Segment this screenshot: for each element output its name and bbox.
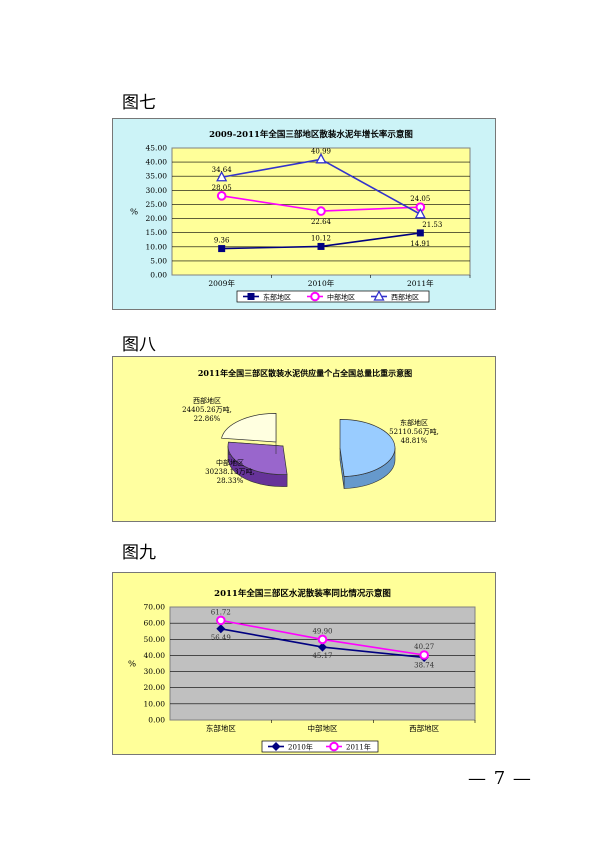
- fig9-point-0: [216, 624, 226, 634]
- fig9-point-0: [318, 642, 327, 652]
- fig7-point-0: [218, 245, 226, 253]
- fig7-y-tick: 10.00: [146, 242, 168, 251]
- fig7-point-1: [216, 191, 227, 201]
- fig9-y-tick: 70.00: [144, 603, 166, 612]
- fig7-y-tick: 0.00: [150, 271, 167, 280]
- fig9-data-label: 56.49: [211, 634, 231, 642]
- fig9-y-tick: 40.00: [144, 651, 166, 660]
- fig9-y-tick: 20.00: [144, 683, 166, 692]
- fig7-x-tick: 2009年: [208, 278, 235, 288]
- fig7-y-axis-label: %: [130, 208, 138, 218]
- fig8-slice-name-0: 东部地区: [400, 418, 428, 427]
- fig7-point-2: [216, 170, 228, 182]
- fig7-legend-marker: [373, 290, 385, 301]
- fig7-data-label: 28.05: [212, 184, 232, 192]
- fig7-x-tick: 2011年: [407, 278, 434, 288]
- fig7-y-tick: 35.00: [146, 172, 168, 181]
- fig9-y-tick: 10.00: [144, 699, 166, 708]
- fig8-slice-percent-2: 22.86%: [194, 415, 221, 423]
- fig9-y-tick: 60.00: [144, 619, 166, 628]
- figure-7-label: 图七: [122, 93, 156, 113]
- fig8-slice-name-1: 中部地区: [216, 458, 244, 467]
- fig7-y-tick: 30.00: [146, 186, 168, 195]
- fig9-legend-marker: [329, 741, 339, 752]
- fig7-point-1: [316, 206, 326, 216]
- fig7-y-tick: 5.00: [150, 256, 167, 265]
- fig7-legend-marker: [310, 291, 320, 302]
- fig9-data-label: 49.90: [312, 627, 332, 635]
- fig7-data-label: 21.53: [422, 221, 442, 229]
- fig8-slice-value-0: 52110.56万吨,: [389, 427, 439, 436]
- fig8-slice-1: [227, 441, 288, 475]
- fig7-title: 2009-2011年全国三部地区散装水泥年增长率示意图: [209, 129, 413, 140]
- fig7-point-0: [416, 229, 424, 237]
- fig7-data-label: 22.64: [311, 218, 332, 226]
- fig7-legend-label: 中部地区: [327, 292, 355, 301]
- fig7-legend-label: 东部地区: [263, 292, 291, 301]
- fig8-slice-0: [339, 419, 396, 477]
- fig7-y-tick: 25.00: [146, 200, 168, 209]
- fig9-point-1: [419, 650, 429, 660]
- fig9-x-tick: 中部地区: [308, 723, 338, 733]
- fig7-point-2: [315, 152, 327, 164]
- fig7-y-tick: 45.00: [146, 144, 168, 153]
- fig7-data-label: 34.64: [212, 166, 233, 174]
- fig7-data-label: 10.12: [311, 234, 331, 242]
- fig7-y-tick: 20.00: [146, 214, 168, 223]
- fig9-x-tick: 西部地区: [409, 723, 439, 733]
- fig7-y-tick: 40.00: [146, 158, 168, 167]
- chart-supply-share-panel: [112, 356, 496, 522]
- fig7-legend-box: [236, 290, 430, 303]
- fig9-data-label: 61.72: [211, 608, 231, 616]
- fig8-slice-percent-1: 28.33%: [217, 477, 244, 485]
- figure-8-label: 图八: [122, 335, 156, 355]
- page-number: — 7 —: [468, 768, 532, 789]
- fig7-x-tick: 2010年: [308, 278, 335, 288]
- fig7-legend-marker: [247, 293, 255, 300]
- fig7-y-tick: 15.00: [146, 228, 168, 237]
- fig7-point-2: [414, 207, 426, 219]
- fig9-x-tick: 东部地区: [206, 723, 236, 733]
- fig9-y-tick: 0.00: [148, 716, 165, 725]
- fig8-slice-value-1: 30238.13万吨,: [205, 467, 255, 476]
- fig8-slice-name-2: 西部地区: [193, 396, 221, 405]
- fig9-legend-marker: [271, 742, 281, 751]
- fig7-legend-label: 西部地区: [391, 292, 419, 301]
- fig9-point-1: [317, 634, 328, 645]
- fig9-legend-label: 2010年: [288, 742, 313, 751]
- fig9-legend-label: 2011年: [346, 742, 371, 751]
- fig8-slice-value-2: 24405.26万吨,: [182, 405, 232, 414]
- fig7-point-0: [317, 242, 325, 250]
- fig8-title: 2011年全国三部区散装水泥供应量个占全国总量比重示意图: [198, 368, 412, 378]
- fig8-slice-2: [221, 413, 277, 443]
- fig9-data-label: 40.27: [414, 643, 434, 651]
- fig9-legend-box: [261, 740, 379, 753]
- fig9-title: 2011年全国三部区水泥散装率同比情况示意图: [214, 588, 391, 599]
- fig9-point-1: [216, 615, 226, 626]
- fig9-y-tick: 30.00: [144, 667, 166, 676]
- fig9-data-label: 38.74: [414, 661, 435, 669]
- fig7-data-label: 40.99: [311, 147, 331, 155]
- fig7-data-label: 9.36: [214, 237, 230, 245]
- fig9-data-label: 45.17: [312, 652, 332, 660]
- fig7-data-label: 24.05: [410, 195, 430, 203]
- fig9-y-axis-label: %: [128, 660, 136, 670]
- fig8-slice-percent-0: 48.81%: [401, 437, 428, 445]
- fig9-y-tick: 50.00: [144, 635, 166, 644]
- figure-9-label: 图九: [122, 543, 156, 563]
- fig7-data-label: 14.91: [410, 240, 430, 248]
